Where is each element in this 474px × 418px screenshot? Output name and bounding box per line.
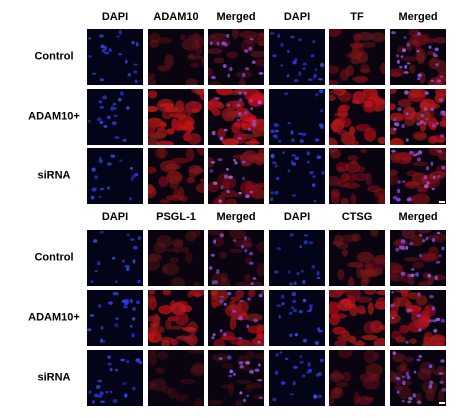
top-micrograph-r1-c3-merged bbox=[208, 29, 264, 85]
top-col-header-merged-2: Merged bbox=[398, 11, 438, 23]
top-micrograph-r2-c4-dapi bbox=[269, 89, 325, 145]
top-row-label-control: Control bbox=[34, 50, 74, 63]
bottom-col-header-ctsg: CTSG bbox=[341, 211, 373, 223]
bottom-micrograph-r2-c2-red bbox=[148, 290, 204, 346]
bottom-row-label-sirna: siRNA bbox=[37, 371, 71, 384]
scale-bar-top bbox=[439, 201, 445, 203]
bottom-micrograph-r1-c5-red bbox=[329, 230, 385, 286]
top-micrograph-r1-c4-dapi bbox=[269, 29, 325, 85]
bottom-micrograph-r3-c5-red bbox=[329, 350, 385, 406]
bottom-micrograph-r2-c6-merged bbox=[390, 290, 446, 346]
bottom-col-header-dapi-2: DAPI bbox=[283, 211, 311, 223]
scale-bar-bottom bbox=[439, 402, 445, 404]
bottom-micrograph-r1-c4-dapi bbox=[269, 230, 325, 286]
top-micrograph-r3-c4-dapi bbox=[269, 148, 325, 204]
bottom-micrograph-r3-c1-dapi bbox=[87, 350, 143, 406]
bottom-micrograph-r3-c2-red bbox=[148, 350, 204, 406]
bottom-micrograph-r1-c6-merged bbox=[390, 230, 446, 286]
bottom-micrograph-r1-c2-red bbox=[148, 230, 204, 286]
top-col-header-dapi-1: DAPI bbox=[101, 11, 129, 23]
bottom-micrograph-r1-c3-merged bbox=[208, 230, 264, 286]
top-micrograph-r3-c2-red bbox=[148, 148, 204, 204]
top-micrograph-r3-c3-merged bbox=[208, 148, 264, 204]
top-micrograph-r1-c5-red bbox=[329, 29, 385, 85]
bottom-micrograph-r3-c3-merged bbox=[208, 350, 264, 406]
top-col-header-dapi-2: DAPI bbox=[283, 11, 311, 23]
top-micrograph-r1-c6-merged bbox=[390, 29, 446, 85]
top-micrograph-r1-c1-dapi bbox=[87, 29, 143, 85]
bottom-micrograph-r2-c4-dapi bbox=[269, 290, 325, 346]
top-col-header-merged-1: Merged bbox=[216, 11, 256, 23]
bottom-micrograph-r2-c5-red bbox=[329, 290, 385, 346]
bottom-row-label-control: Control bbox=[34, 251, 74, 264]
bottom-micrograph-r3-c6-merged bbox=[390, 350, 446, 406]
top-row-label-adam10-plus: ADAM10+ bbox=[28, 110, 80, 123]
top-micrograph-r2-c5-red bbox=[329, 89, 385, 145]
top-micrograph-r3-c5-red bbox=[329, 148, 385, 204]
bottom-col-header-psgl1: PSGL-1 bbox=[156, 211, 196, 223]
bottom-micrograph-r2-c3-merged bbox=[208, 290, 264, 346]
bottom-micrograph-r1-c1-dapi bbox=[87, 230, 143, 286]
bottom-col-header-dapi-1: DAPI bbox=[101, 211, 129, 223]
bottom-col-header-merged-1: Merged bbox=[216, 211, 256, 223]
bottom-micrograph-r3-c4-dapi bbox=[269, 350, 325, 406]
top-micrograph-r3-c6-merged bbox=[390, 148, 446, 204]
top-micrograph-r2-c2-red bbox=[148, 89, 204, 145]
bottom-micrograph-r2-c1-dapi bbox=[87, 290, 143, 346]
top-micrograph-r2-c6-merged bbox=[390, 89, 446, 145]
top-micrograph-r1-c2-red bbox=[148, 29, 204, 85]
bottom-row-label-adam10-plus: ADAM10+ bbox=[28, 311, 80, 324]
bottom-col-header-merged-2: Merged bbox=[398, 211, 438, 223]
top-micrograph-r3-c1-dapi bbox=[87, 148, 143, 204]
top-col-header-adam10: ADAM10 bbox=[153, 11, 199, 23]
top-micrograph-r2-c1-dapi bbox=[87, 89, 143, 145]
top-micrograph-r2-c3-merged bbox=[208, 89, 264, 145]
top-row-label-sirna: siRNA bbox=[37, 169, 71, 182]
top-col-header-tf: TF bbox=[350, 11, 364, 23]
